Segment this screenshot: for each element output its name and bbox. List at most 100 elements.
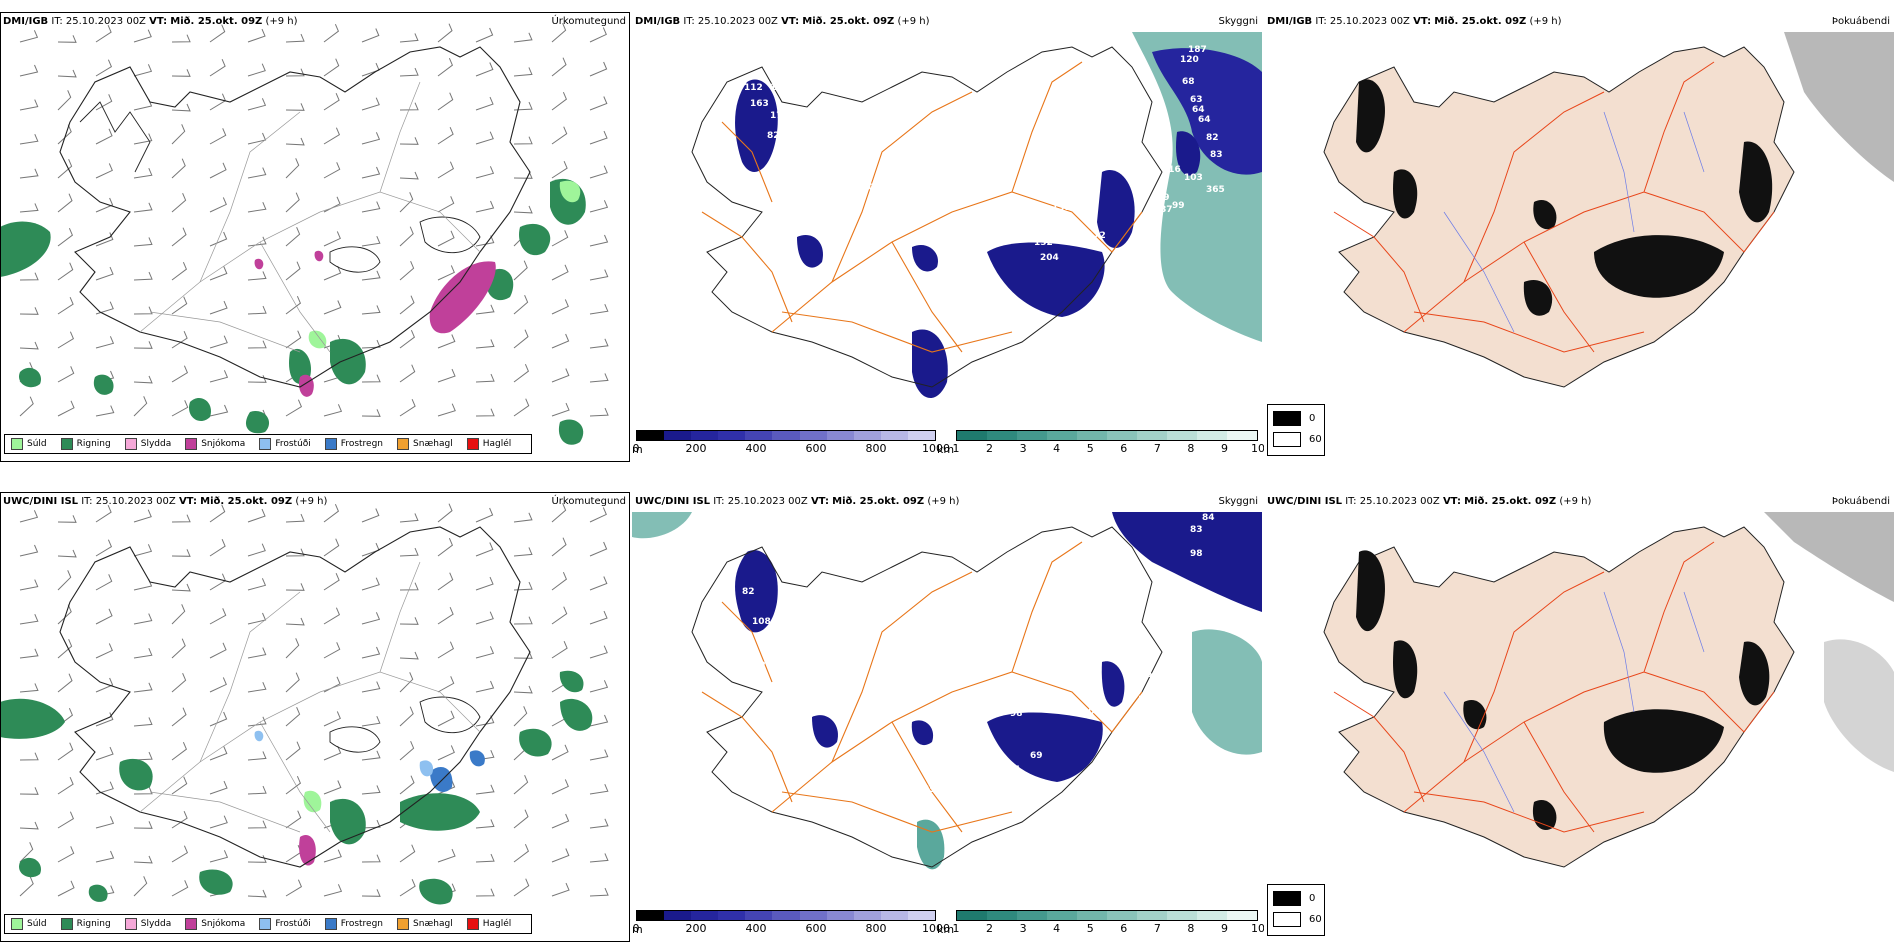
height-unit: m [632, 923, 643, 936]
legend-label: Haglél [482, 919, 512, 929]
colorbar-tick: 5 [1086, 922, 1094, 935]
panel-title-top-3: DMI/IGB IT: 25.10.2023 00Z VT: Mið. 25.o… [1267, 16, 1562, 27]
colorbar-tick: 4 [1053, 922, 1061, 935]
legend-swatch [185, 438, 198, 450]
legend-item: Frostregn [324, 438, 384, 450]
legend-label: Snæhagl [413, 919, 453, 929]
cloud-height-label: 112 [744, 83, 763, 93]
cloud-height-label: 69 [1030, 751, 1043, 761]
legend-item: Rigning [60, 918, 111, 930]
colorbar-tick: 10 [1251, 922, 1265, 935]
colorbar-tick: 2 [986, 442, 994, 455]
legend-label: Frostúði [275, 439, 311, 449]
cloud-height-label: 131 [1052, 203, 1071, 213]
cloud-height-label: 116 [1162, 165, 1181, 175]
colorbar-tick: 10 [1251, 442, 1265, 455]
legend-swatch [397, 438, 410, 450]
cloud-panel-top: 90 112 118 163 177 82 81 104 107 104 97 94 132 131 172… [632, 12, 1265, 462]
precip-type-title: Úrkomutegund [551, 496, 626, 507]
cloud-height-label: 204 [1040, 253, 1059, 263]
fog-panel-bottom: UWC/DINI ISL IT: 25.10.2023 00Z VT: Mið.… [1264, 492, 1894, 942]
colorbar-tick: 400 [745, 922, 767, 935]
cloud-height-label: 84 [1202, 513, 1215, 523]
cloud-height-label: 105 [924, 291, 943, 301]
cloud-height-label: 108 [752, 617, 771, 627]
legend-label: Snæhagl [413, 439, 453, 449]
legend-label: Frostregn [340, 439, 384, 449]
cloud-height-label: 102 [1138, 695, 1157, 705]
cloud-height-label: 69 [1157, 193, 1170, 203]
cloud-height-label: 66 [960, 309, 973, 319]
legend-swatch [466, 438, 479, 450]
precip-type-title: Úrkomutegund [551, 16, 626, 27]
panel-title-bottom-1: UWC/DINI ISL IT: 25.10.2023 00Z VT: Mið.… [3, 496, 328, 507]
cloud-height-label: 76 [794, 709, 807, 719]
legend-item: Frostúði [259, 438, 311, 450]
legend-swatch [259, 438, 272, 450]
legend-label: Rigning [76, 919, 111, 929]
legend-item: Snæhagl [397, 438, 453, 450]
legend-swatch [397, 918, 410, 930]
cloud-height-label: 69 [884, 693, 897, 703]
cloud-height-label: 97 [982, 215, 995, 225]
cloud-height-label: 83 [1210, 150, 1223, 160]
colorbar-tick: 9 [1220, 922, 1228, 935]
colorbar-tick: 800 [865, 442, 887, 455]
cloud-height-label: 123 [1192, 503, 1211, 513]
cloud-height-label: 94 [1022, 215, 1035, 225]
cloud-height-label: 132 [1034, 238, 1053, 248]
cloud-height-label: 104 [862, 183, 881, 193]
colorbar-tick: 0 [632, 922, 640, 935]
colorbar-tick: 400 [745, 442, 767, 455]
height-colorbar: 0 200 400 600 800 1000 [632, 430, 950, 456]
legend-item: Snæhagl [397, 918, 453, 930]
cloud-height-label: 365 [1206, 185, 1225, 195]
colorbar-tick: 600 [805, 442, 827, 455]
cloud-height-label: 163 [750, 99, 769, 109]
cloud-height-label: 104 [894, 183, 913, 193]
colorbar-tick: 1000 [922, 922, 950, 935]
cloud-height-label: 80 [1082, 707, 1095, 717]
colorbar-tick: 1 [952, 922, 960, 935]
cloud-height-label: 95 [1170, 503, 1183, 513]
colorbar-tick: 600 [805, 922, 827, 935]
legend-label: Frostregn [340, 919, 384, 929]
legend-item: Haglél [466, 918, 512, 930]
cloud-height-label: 82 [767, 131, 780, 141]
precip-map-bottom [0, 492, 630, 942]
colorbar-tick: 8 [1187, 442, 1195, 455]
fog-title: Þokuábendi [1831, 16, 1890, 27]
legend-label: Slydda [140, 439, 172, 449]
cloud-height-label: 72 [944, 285, 957, 295]
fog-panel-top: DMI/IGB IT: 25.10.2023 00Z VT: Mið. 25.o… [1264, 12, 1894, 462]
cloud-height-label: 81 [792, 160, 805, 170]
colorbar-tick: 8 [1187, 922, 1195, 935]
colorbar-tick: 200 [685, 922, 707, 935]
fog-map-bottom [1264, 492, 1894, 942]
legend-item: Frostúði [259, 918, 311, 930]
colorbar-tick: 800 [865, 922, 887, 935]
colorbar-tick: 6 [1120, 922, 1128, 935]
legend-swatch [11, 438, 23, 450]
legend-item: Slydda [124, 438, 172, 450]
legend-swatch [324, 438, 337, 450]
legend-swatch [466, 918, 479, 930]
panel-title-top-2: DMI/IGB IT: 25.10.2023 00Z VT: Mið. 25.o… [635, 16, 930, 27]
legend-item: Súld [11, 918, 47, 930]
cloud-height-label: 187 [1188, 45, 1207, 55]
cloud-panel-bottom: 82 108 119 122 73 76 69 138 98 69 77 88 80 95 102 149 12… [632, 492, 1265, 942]
legend-item: Frostregn [324, 918, 384, 930]
cloud-title: Skyggni [1218, 16, 1258, 27]
cloud-height-label: 77 [1007, 765, 1020, 775]
colorbar-tick: 0 [632, 442, 640, 455]
cloud-height-label: 107 [817, 197, 836, 207]
cloud-height-label: 120 [917, 810, 936, 820]
cloud-height-label: 99 [1172, 201, 1185, 211]
legend-label: Haglél [482, 439, 512, 449]
legend-item: Rigning [60, 438, 111, 450]
fog-title: Þokuábendi [1831, 496, 1890, 507]
panel-title-bottom-3: UWC/DINI ISL IT: 25.10.2023 00Z VT: Mið.… [1267, 496, 1592, 507]
cloud-height-label: 120 [1180, 55, 1199, 65]
colorbar-tick: 9 [1220, 442, 1228, 455]
